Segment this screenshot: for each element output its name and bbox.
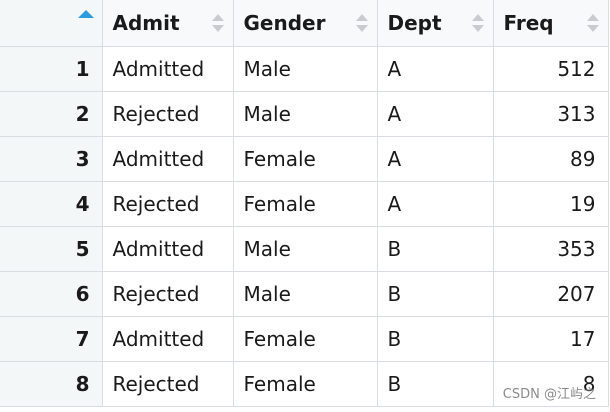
cell-admit: Admitted <box>101 315 234 362</box>
row-index: 3 <box>0 135 103 182</box>
cell-admit: Admitted <box>101 225 234 272</box>
cell-dept: B <box>376 315 494 362</box>
cell-freq: 512 <box>492 45 609 92</box>
header-row: Admit Gender Dept Freq <box>0 0 609 47</box>
table-row: 3 Admitted Female A 89 <box>0 135 609 182</box>
sort-icon[interactable] <box>211 13 224 33</box>
header-gender-label: Gender <box>243 10 326 35</box>
table-row: 2 Rejected Male A 313 <box>0 90 609 137</box>
row-index: 1 <box>0 45 103 92</box>
cell-admit: Admitted <box>101 45 234 92</box>
cell-dept: A <box>376 45 494 92</box>
header-freq-label: Freq <box>503 10 554 35</box>
table-row: 6 Rejected Male B 207 <box>0 270 609 317</box>
header-dept[interactable]: Dept <box>376 0 494 47</box>
cell-admit: Rejected <box>101 360 234 407</box>
header-gender[interactable]: Gender <box>232 0 378 47</box>
cell-freq: 89 <box>492 135 609 182</box>
cell-freq: 313 <box>492 90 609 137</box>
cell-gender: Male <box>232 270 378 317</box>
cell-gender: Male <box>232 90 378 137</box>
cell-admit: Rejected <box>101 180 234 227</box>
cell-dept: B <box>376 360 494 407</box>
row-index: 4 <box>0 180 103 227</box>
sort-icon[interactable] <box>355 13 368 33</box>
header-admit-label: Admit <box>112 10 180 35</box>
cell-freq: 17 <box>492 315 609 362</box>
row-index: 2 <box>0 90 103 137</box>
table-row: 5 Admitted Male B 353 <box>0 225 609 272</box>
table-row: 1 Admitted Male A 512 <box>0 45 609 92</box>
cell-freq: 19 <box>492 180 609 227</box>
table-header: Admit Gender Dept Freq <box>0 0 609 47</box>
header-admit[interactable]: Admit <box>101 0 234 47</box>
cell-dept: A <box>376 90 494 137</box>
cell-gender: Male <box>232 225 378 272</box>
header-dept-label: Dept <box>387 10 442 35</box>
cell-gender: Female <box>232 315 378 362</box>
sort-icon[interactable] <box>471 13 484 33</box>
cell-dept: B <box>376 270 494 317</box>
cell-freq: 207 <box>492 270 609 317</box>
cell-admit: Admitted <box>101 135 234 182</box>
cell-dept: B <box>376 225 494 272</box>
cell-gender: Female <box>232 135 378 182</box>
cell-gender: Male <box>232 45 378 92</box>
cell-freq: 8 <box>492 360 609 407</box>
table-row: 7 Admitted Female B 17 <box>0 315 609 362</box>
sort-ascending-icon[interactable] <box>78 10 94 18</box>
header-freq[interactable]: Freq <box>492 0 609 47</box>
cell-freq: 353 <box>492 225 609 272</box>
cell-admit: Rejected <box>101 90 234 137</box>
cell-gender: Female <box>232 180 378 227</box>
sort-icon[interactable] <box>586 13 599 33</box>
cell-dept: A <box>376 135 494 182</box>
row-index: 8 <box>0 360 103 407</box>
cell-admit: Rejected <box>101 270 234 317</box>
header-index[interactable] <box>0 0 103 47</box>
row-index: 5 <box>0 225 103 272</box>
table-row: 4 Rejected Female A 19 <box>0 180 609 227</box>
table-row: 8 Rejected Female B 8 <box>0 360 609 407</box>
row-index: 6 <box>0 270 103 317</box>
cell-dept: A <box>376 180 494 227</box>
table-body: 1 Admitted Male A 512 2 Rejected Male A … <box>0 45 609 407</box>
watermark: CSDN @江屿之 <box>502 387 596 402</box>
cell-gender: Female <box>232 360 378 407</box>
row-index: 7 <box>0 315 103 362</box>
